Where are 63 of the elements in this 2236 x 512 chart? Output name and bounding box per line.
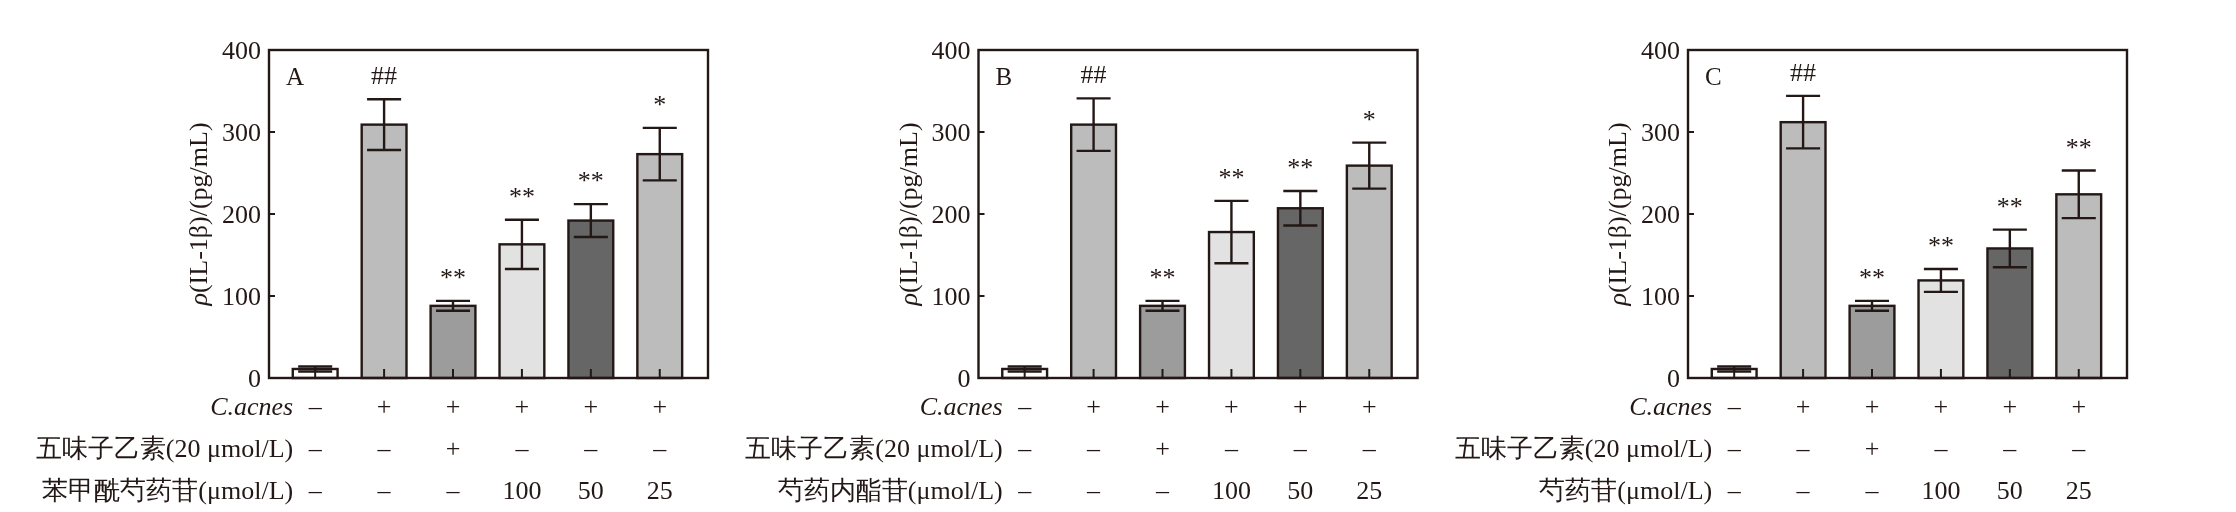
x-tick-label: – – – (1726, 391, 1742, 505)
annotation: A (286, 62, 305, 90)
annotation: ** (440, 262, 467, 292)
text: 五味子乙素(20 μmol/L) (35, 433, 294, 463)
text: 芍药苷(μmol/L) (1539, 475, 1713, 505)
annotation: ** (1149, 262, 1176, 292)
annotation: ** (1218, 162, 1245, 192)
y-tick-label: 200 (1641, 199, 1680, 229)
y-tick-label: 0 (248, 363, 261, 393)
y-axis-title: ρ(IL-1β)/(pg/mL) (1603, 122, 1632, 307)
y-tick-label: 0 (1667, 363, 1680, 393)
annotation: ** (1927, 230, 1954, 260)
y-axis-title: ρ(IL-1β)/(pg/mL) (184, 122, 213, 307)
x-tick-label: + – 50 (1287, 391, 1314, 505)
y-tick-label: 300 (222, 117, 261, 147)
y-tick-label: 300 (931, 117, 971, 147)
annotation: ** (1996, 191, 2023, 221)
text: 苯甲酰芍药苷(μmol/L) (42, 475, 294, 505)
y-tick-label: 400 (931, 35, 971, 65)
text: C.acnes (1629, 391, 1713, 421)
annotation: ** (508, 181, 535, 211)
x-tick-label: + – 100 (1921, 391, 1961, 505)
x-tick-label: + – 100 (502, 391, 542, 505)
x-tick-label: + – 25 (646, 391, 673, 505)
x-tick-label: – – – (1017, 391, 1033, 505)
annotation: ## (371, 60, 398, 90)
y-tick-label: 400 (1641, 35, 1680, 65)
y-tick-label: 200 (222, 199, 261, 229)
x-tick-label: + – 25 (1356, 391, 1383, 505)
y-axis-title: ρ(IL-1β)/(pg/mL) (893, 122, 923, 307)
x-tick-label: + + – (445, 391, 461, 505)
annotation: ** (1287, 152, 1314, 182)
y-tick-label: 100 (931, 281, 971, 311)
text: 五味子乙素(20 μmol/L) (745, 433, 1003, 463)
annotation: ** (1859, 262, 1886, 292)
x-tick-label: + – 100 (1211, 391, 1251, 505)
x-tick-label: + – – (1086, 391, 1102, 505)
y-tick-label: 0 (957, 363, 971, 393)
annotation: ## (1790, 57, 1817, 87)
annotation: C (1705, 62, 1722, 90)
annotation: B (995, 62, 1013, 90)
x-tick-label: + – 25 (2065, 391, 2092, 505)
text: C.acnes (919, 391, 1003, 421)
x-tick-label: + – 50 (577, 391, 604, 505)
y-tick-label: 100 (222, 281, 261, 311)
text: 五味子乙素(20 μmol/L) (1454, 433, 1713, 463)
text: 芍药内酯苷(μmol/L) (777, 475, 1003, 505)
annotation: * (653, 89, 667, 119)
x-tick-label: + + – (1864, 391, 1880, 505)
annotation: ## (1080, 59, 1107, 89)
y-tick-label: 300 (1641, 117, 1680, 147)
x-tick-label: + – – (1795, 391, 1811, 505)
x-tick-label: + – – (376, 391, 392, 505)
text: C.acnes (210, 391, 294, 421)
y-tick-label: 200 (931, 199, 971, 229)
x-tick-label: + – 50 (1996, 391, 2023, 505)
y-tick-label: 400 (222, 35, 261, 65)
annotation: * (1362, 104, 1376, 134)
x-tick-label: – – – (307, 391, 323, 505)
annotation: ** (577, 165, 604, 195)
annotation: ** (2065, 132, 2092, 162)
y-tick-label: 100 (1641, 281, 1680, 311)
x-tick-label: + + – (1155, 391, 1171, 505)
